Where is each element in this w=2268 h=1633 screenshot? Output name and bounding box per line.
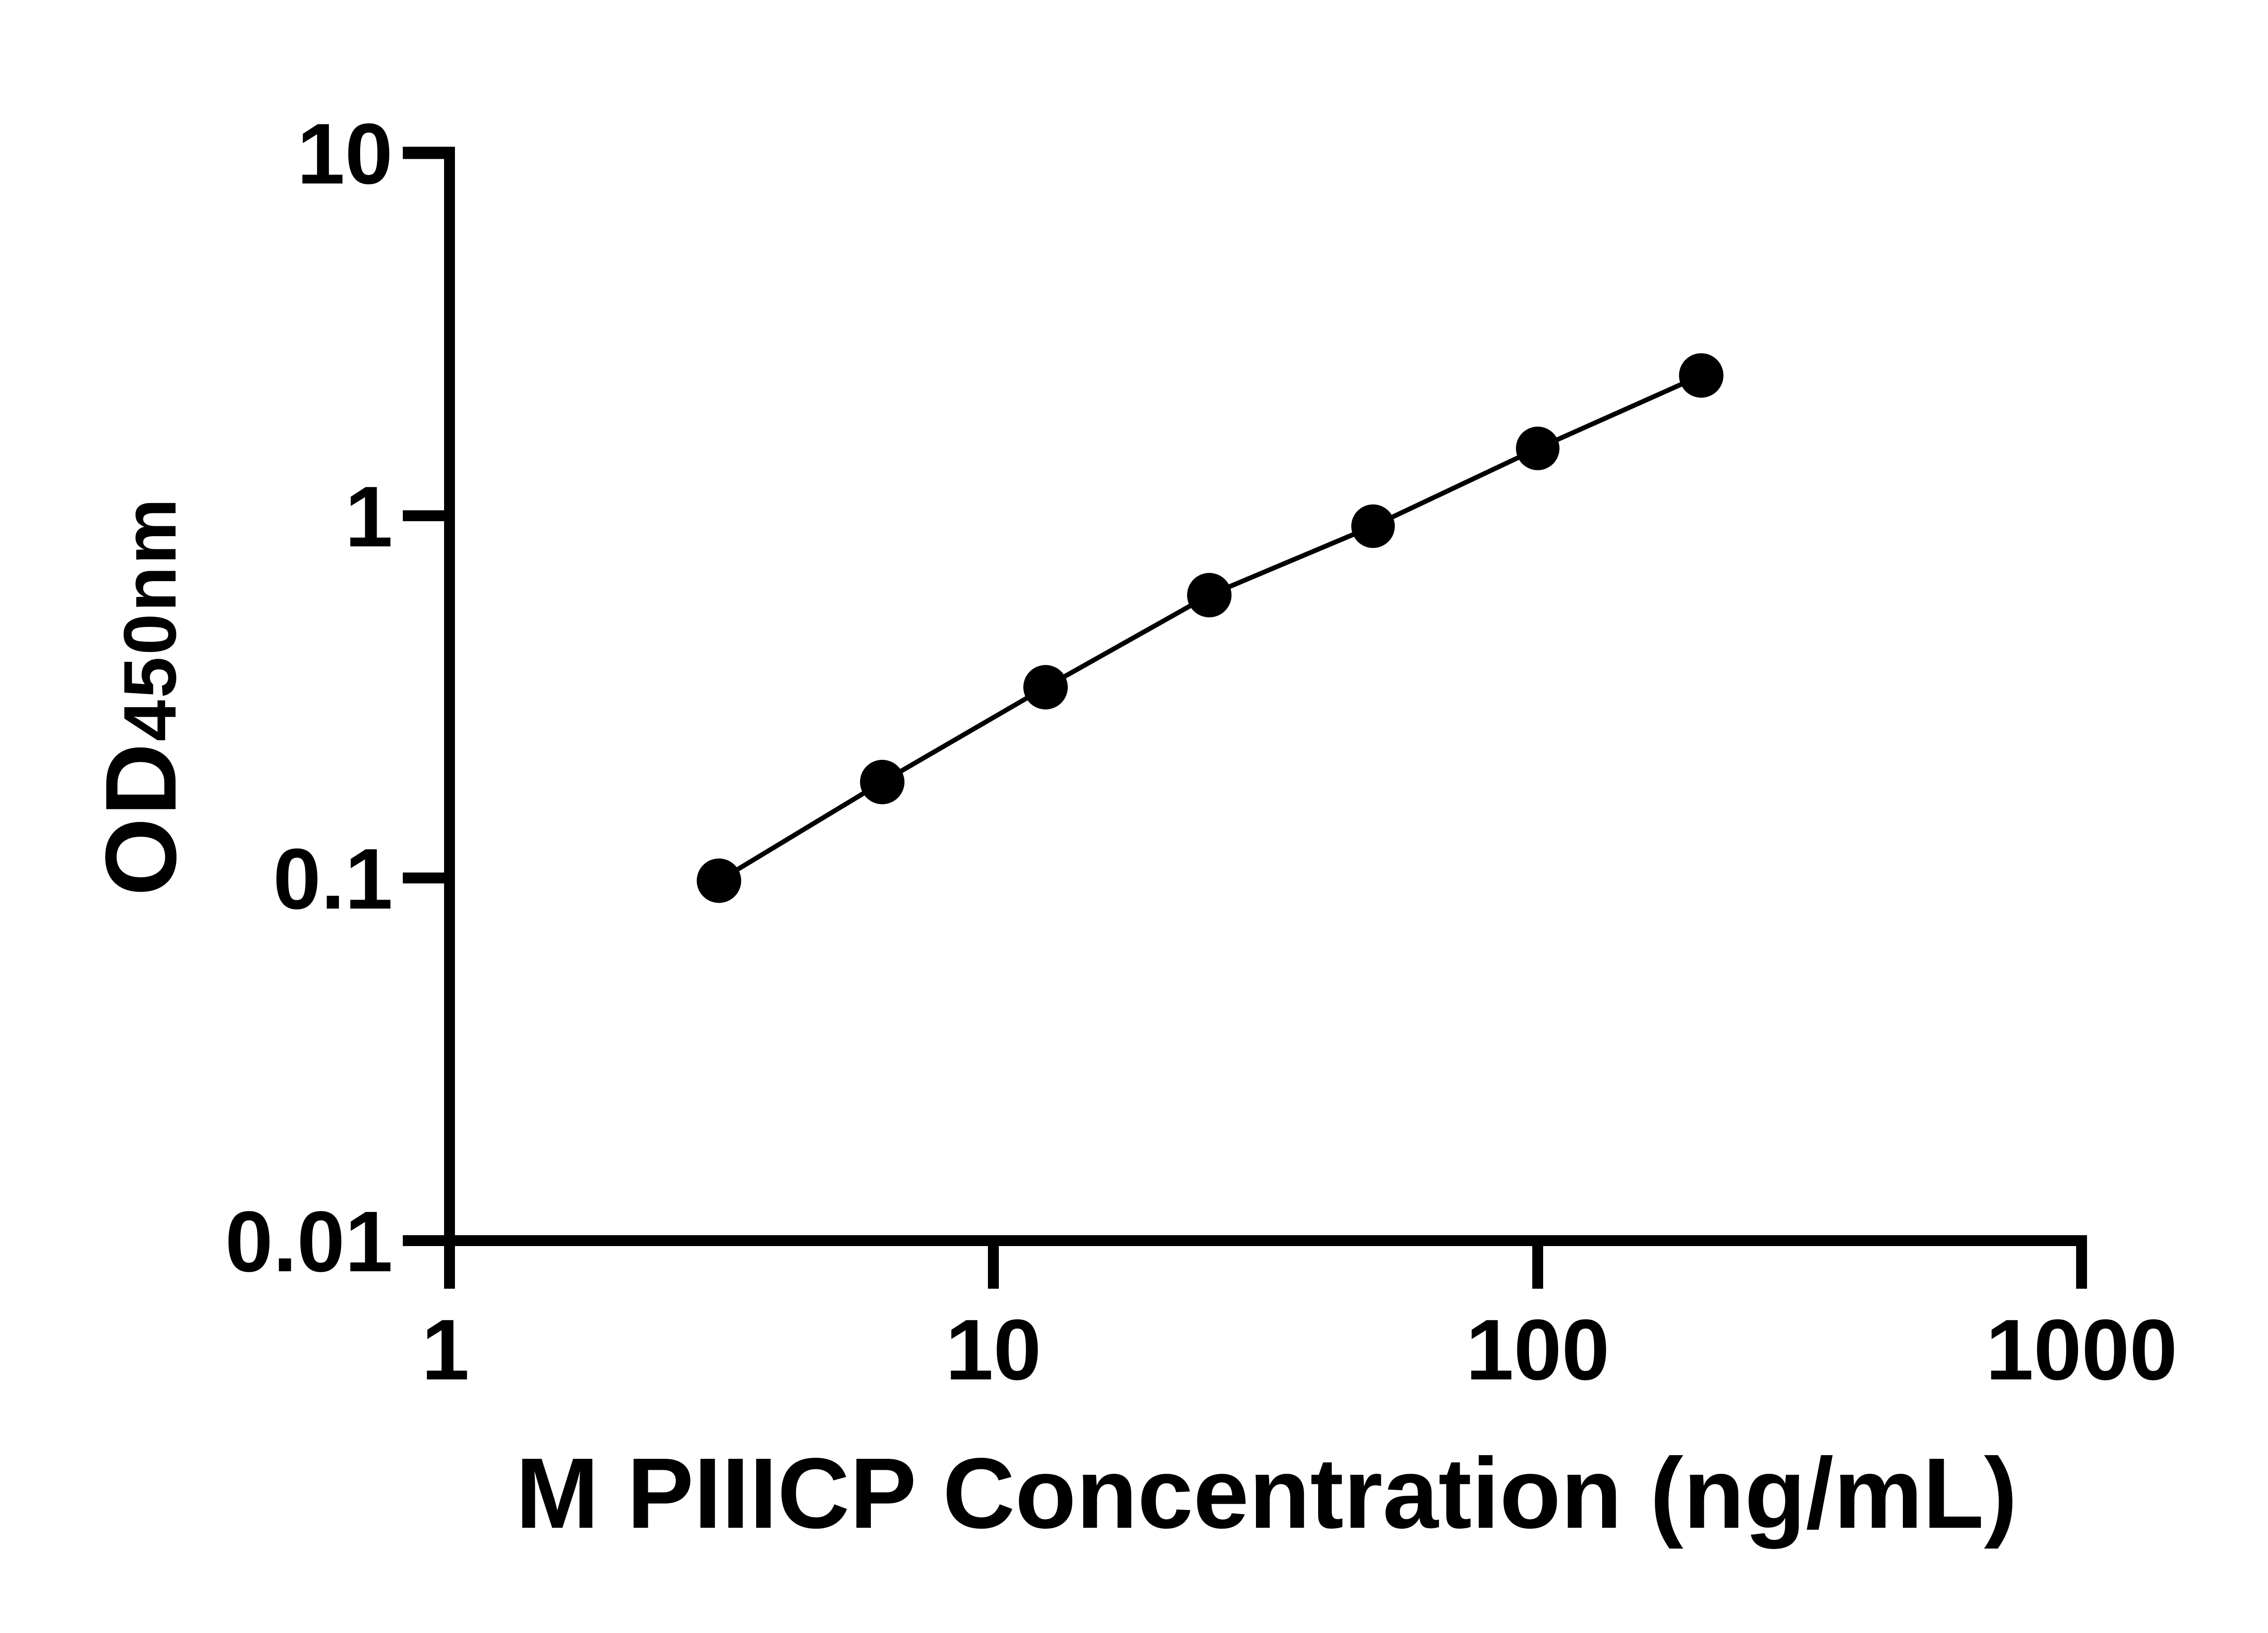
svg-text:100: 100 — [1466, 1302, 1609, 1398]
svg-text:0.01: 0.01 — [225, 1194, 393, 1290]
svg-text:1: 1 — [345, 469, 393, 565]
svg-text:10: 10 — [945, 1302, 1041, 1398]
svg-text:1000: 1000 — [1986, 1302, 2178, 1398]
svg-text:0.1: 0.1 — [273, 831, 393, 927]
svg-text:OD450nm: OD450nm — [85, 497, 197, 896]
svg-text:10: 10 — [297, 106, 393, 202]
svg-text:1: 1 — [421, 1302, 469, 1398]
svg-text:M PIIICP Concentration (ng/mL): M PIIICP Concentration (ng/mL) — [516, 1437, 2018, 1549]
